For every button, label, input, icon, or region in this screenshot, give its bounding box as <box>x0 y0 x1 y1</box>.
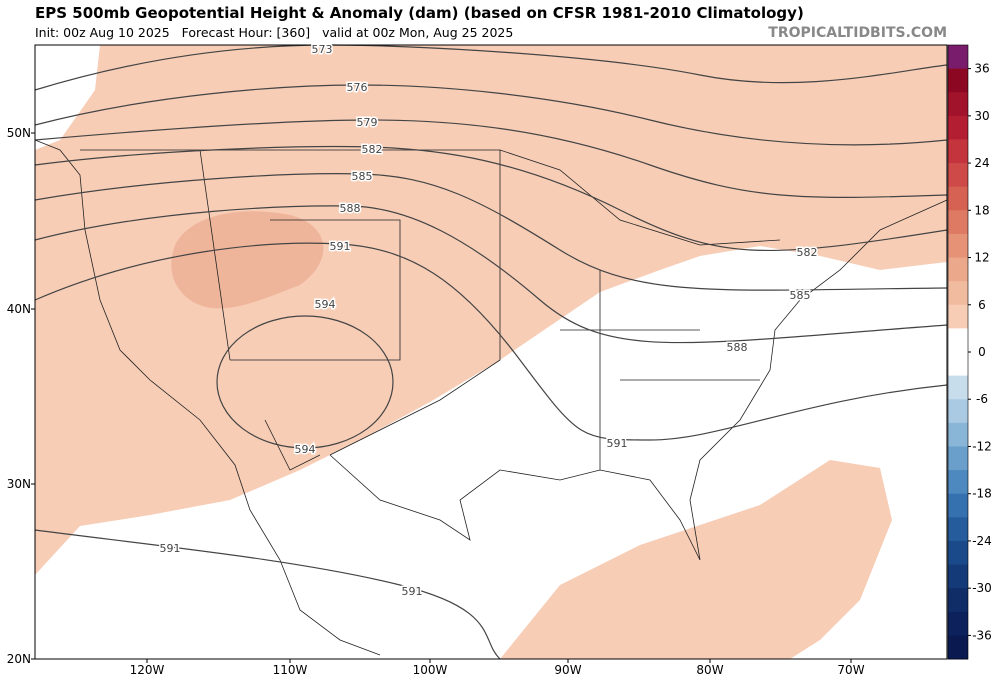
colorbar-band <box>948 139 968 164</box>
contour-label: 582 <box>362 143 383 156</box>
map-frame <box>34 44 948 660</box>
colorbar-band <box>948 611 968 636</box>
colorbar-band <box>948 540 968 566</box>
map <box>34 44 948 660</box>
colorbar-band <box>948 446 968 471</box>
anomaly-neutral <box>35 45 100 150</box>
colorbar-band <box>948 68 968 93</box>
colorbar-label: 6 <box>978 298 986 312</box>
colorbar-band <box>948 517 968 542</box>
colorbar-band <box>948 92 968 117</box>
site-name: TROPICALTIDBITS.COM <box>768 25 947 41</box>
anomaly-positive <box>500 460 892 659</box>
colorbar-band <box>948 115 968 140</box>
colorbar-label: 30 <box>974 109 989 123</box>
lon-label: 90W <box>554 663 581 677</box>
contour <box>34 145 948 252</box>
contour <box>34 529 501 660</box>
colorbar-band <box>948 422 968 447</box>
anomaly-positive <box>35 45 947 575</box>
contour-label: 591 <box>607 437 628 450</box>
lat-label: 20N <box>7 652 31 666</box>
contour-label: 594 <box>315 298 336 311</box>
contour-label: 591 <box>402 585 423 598</box>
lat-label: 40N <box>7 302 31 316</box>
colorbar-band <box>948 233 968 259</box>
contour <box>216 315 394 449</box>
colorbar-label: 36 <box>974 62 989 76</box>
colorbar-band <box>948 493 968 518</box>
colorbar-label: -6 <box>976 392 988 406</box>
colorbar-label: -12 <box>972 439 992 453</box>
contour <box>34 205 948 344</box>
init-line: Init: 00z Aug 10 2025 Forecast Hour: [36… <box>35 25 513 40</box>
contour-label: 582 <box>797 246 818 259</box>
colorbar-band <box>948 328 968 353</box>
colorbar-label: -18 <box>972 487 992 501</box>
colorbar-band <box>948 470 968 495</box>
lon-label: 80W <box>696 663 723 677</box>
contour-label: 588 <box>340 202 361 215</box>
lon-label: 70W <box>837 663 864 677</box>
colorbar-band <box>948 635 968 660</box>
contour-label: 573 <box>312 43 333 56</box>
lon-label: 110W <box>273 663 308 677</box>
colorbar-band <box>948 210 968 235</box>
colorbar-label: 24 <box>974 156 989 170</box>
colorbar-band <box>948 352 968 377</box>
colorbar-label: 12 <box>974 251 989 265</box>
colorbar-band <box>948 163 968 188</box>
contour-label: 591 <box>160 542 181 555</box>
contour <box>34 44 948 91</box>
colorbar-label: 18 <box>974 203 989 217</box>
state-borders <box>34 139 948 656</box>
contour-label: 576 <box>347 81 368 94</box>
colorbar-label: -24 <box>972 534 992 548</box>
lat-label: 50N <box>7 126 31 140</box>
colorbar-band <box>948 375 968 400</box>
colorbar-label: -30 <box>972 581 992 595</box>
colorbar-label: -36 <box>972 628 992 642</box>
contour-label: 585 <box>352 170 373 183</box>
colorbar-band <box>948 45 968 70</box>
anomaly-stronger <box>171 211 324 309</box>
contour-label: 594 <box>295 443 316 456</box>
contour <box>34 173 948 291</box>
contour-label: 585 <box>790 289 811 302</box>
colorbar-band <box>948 304 968 329</box>
colorbar-band <box>948 257 968 282</box>
colorbar-band <box>948 281 968 306</box>
contour <box>34 242 948 441</box>
colorbar-band <box>948 399 968 424</box>
lon-label: 120W <box>130 663 165 677</box>
colorbar-band <box>948 588 968 613</box>
lon-label: 100W <box>413 663 448 677</box>
title: EPS 500mb Geopotential Height & Anomaly … <box>35 4 804 22</box>
contour <box>34 84 948 146</box>
colorbar: 36 30 24 18 12 6 0 -6 -12 -18 -24 -30 -36 <box>947 44 992 660</box>
colorbar-label: 0 <box>978 345 986 359</box>
colorbar-band <box>948 186 968 211</box>
contour-label: 579 <box>357 116 378 129</box>
contour <box>34 119 948 198</box>
contour-label: 588 <box>727 341 748 354</box>
lat-label: 30N <box>7 477 31 491</box>
colorbar-band <box>948 564 968 589</box>
contour-label: 591 <box>330 240 351 253</box>
